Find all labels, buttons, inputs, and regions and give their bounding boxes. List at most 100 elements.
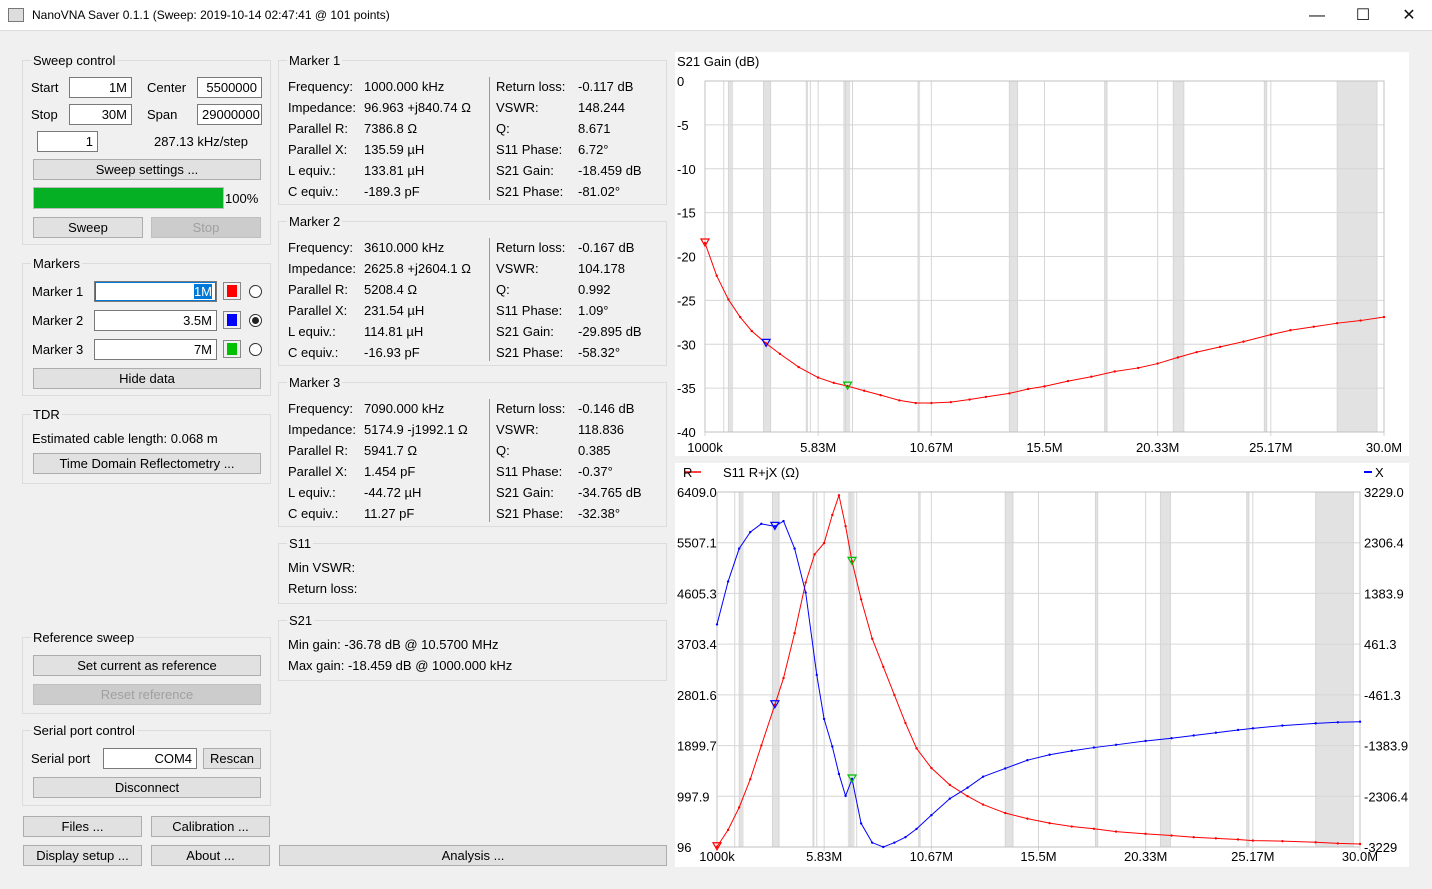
close-button[interactable]: ✕ xyxy=(1402,7,1416,24)
readout-value: 104.178 xyxy=(578,261,625,276)
center-input[interactable]: 5500000 xyxy=(197,77,262,98)
rescan-button[interactable]: Rescan xyxy=(203,748,261,769)
marker-1-label: Marker 1 xyxy=(32,284,84,299)
marker-3-frequency-input[interactable]: 7M xyxy=(94,339,217,360)
y-tick-label: -15 xyxy=(677,206,696,221)
sweep-settings-button[interactable]: Sweep settings ... xyxy=(33,159,261,180)
marker-2-frequency-input[interactable]: 3.5M xyxy=(94,310,217,331)
stop-button[interactable]: Stop xyxy=(151,217,261,238)
marker-1-frequency-input[interactable]: 1M xyxy=(94,281,217,302)
reset-reference-button[interactable]: Reset reference xyxy=(33,684,261,705)
y-right-tick-label: 461.3 xyxy=(1364,637,1397,652)
calibration-button[interactable]: Calibration ... xyxy=(151,816,270,837)
readout-value: -0.117 dB xyxy=(578,79,634,94)
y-tick-label: -5 xyxy=(677,118,689,133)
sweep-progress-bar xyxy=(33,187,224,209)
resistance-point xyxy=(915,747,918,750)
readout-value: 11.27 pF xyxy=(364,506,415,521)
reactance-point xyxy=(981,775,985,778)
readout-value: 96.963 +j840.74 Ω xyxy=(364,100,471,115)
marker-3-divider xyxy=(489,399,490,522)
s21-gain-point xyxy=(1176,356,1180,359)
s21-gain-chart[interactable]: S21 Gain (dB) 0 -5 -10 -15 -20 -25 -30 -35 -40 100… xyxy=(675,52,1409,456)
marker-3-label: Marker 3 xyxy=(32,342,84,357)
s21-gain-point xyxy=(738,315,742,319)
marker-3-color-button[interactable] xyxy=(223,340,241,358)
segments-input[interactable]: 1 xyxy=(37,131,98,152)
analysis-button[interactable]: Analysis ... xyxy=(279,845,667,866)
resistance-point xyxy=(737,806,741,809)
s21-gain-point xyxy=(832,381,835,385)
set-reference-button[interactable]: Set current as reference xyxy=(33,655,261,676)
hide-data-button[interactable]: Hide data xyxy=(33,368,261,389)
serial-port-input[interactable]: COM4 xyxy=(103,748,197,769)
y-left-tick-label: 4605.3 xyxy=(677,586,717,601)
resistance-point xyxy=(813,553,816,556)
marker-triangle xyxy=(761,338,772,348)
marker-3-data-group: Marker 3 Frequency: 7090.000 kHz Impedance… xyxy=(278,375,667,527)
readout-label: L equiv.: xyxy=(288,485,336,500)
readout-value: 2625.8 +j2604.1 Ω xyxy=(364,261,471,276)
disconnect-button[interactable]: Disconnect xyxy=(33,777,261,798)
marker-3-radio[interactable] xyxy=(249,343,262,356)
s21-gain-point xyxy=(1066,379,1070,383)
reactance-point xyxy=(1170,737,1173,740)
readout-value: 0.385 xyxy=(578,443,611,458)
s21-gain-point xyxy=(1026,387,1030,391)
tdr-button[interactable]: Time Domain Reflectometry ... xyxy=(33,453,261,474)
s21-gain-point xyxy=(1113,370,1116,373)
resistance-point xyxy=(981,803,985,806)
display-setup-button[interactable]: Display setup ... xyxy=(23,845,142,866)
readout-value: 5174.9 -j1992.1 Ω xyxy=(364,422,468,437)
reactance-point xyxy=(1336,721,1340,724)
s11-min-vswr: Min VSWR: xyxy=(288,560,356,575)
chart-title: S21 Gain (dB) xyxy=(677,54,759,69)
readout-value: 133.81 µH xyxy=(364,163,425,178)
resistance-point xyxy=(782,676,785,680)
marker-1-color-button[interactable] xyxy=(223,282,241,300)
readout-label: Q: xyxy=(496,121,510,136)
marker-2-color-button[interactable] xyxy=(223,311,241,329)
marker-2-radio[interactable] xyxy=(249,314,262,327)
about-button[interactable]: About ... xyxy=(151,845,270,866)
resistance-point xyxy=(1170,834,1173,837)
maximize-button[interactable]: ☐ xyxy=(1355,7,1371,24)
x-tick-label: 20.33M xyxy=(1136,440,1179,455)
resistance-point xyxy=(966,794,969,798)
s21-gain-point xyxy=(1382,315,1386,319)
marker-1-radio[interactable] xyxy=(249,285,262,298)
readout-label: Q: xyxy=(496,443,510,458)
stop-input[interactable]: 30M xyxy=(69,104,132,125)
tdr-group: TDR xyxy=(22,407,271,484)
reactance-point xyxy=(737,547,741,550)
marker-triangle xyxy=(842,381,853,391)
minimize-button[interactable]: — xyxy=(1309,7,1325,24)
s11-title: S11 xyxy=(287,536,314,551)
s21-gain-point xyxy=(715,274,718,278)
reactance-point xyxy=(1048,753,1051,756)
s11-rx-chart[interactable]: R S11 R+jX (Ω) X 6409.0 3229.0 5507.1 2306.4 46… xyxy=(675,463,1409,867)
readout-value: 8.671 xyxy=(578,121,611,136)
readout-label: Impedance: xyxy=(288,422,356,437)
s21-gain-point xyxy=(968,398,971,401)
s21-gain-point xyxy=(1289,329,1292,332)
readout-value: 1.454 pF xyxy=(364,464,416,479)
resistance-point xyxy=(726,828,730,832)
sweep-button[interactable]: Sweep xyxy=(33,217,143,238)
files-button[interactable]: Files ... xyxy=(23,816,142,837)
s21-gain-point xyxy=(703,241,707,245)
readout-value: -0.167 dB xyxy=(578,240,635,255)
readout-label: Q: xyxy=(496,282,510,297)
x-tick-label: 25.17M xyxy=(1231,849,1274,864)
x-tick-label: 30.0M xyxy=(1342,849,1378,864)
readout-value: 231.54 µH xyxy=(364,303,425,318)
resistance-point xyxy=(760,744,763,747)
readout-label: Parallel X: xyxy=(288,142,348,157)
y-right-tick-label: -1383.9 xyxy=(1364,739,1408,754)
cable-length-estimate: Estimated cable length: 0.068 m xyxy=(32,431,218,446)
marker-1-divider xyxy=(489,77,490,200)
span-input[interactable]: 29000000 xyxy=(197,104,262,125)
start-input[interactable]: 1M xyxy=(69,77,132,98)
reactance-point xyxy=(966,786,969,789)
readout-label: Impedance: xyxy=(288,261,356,276)
